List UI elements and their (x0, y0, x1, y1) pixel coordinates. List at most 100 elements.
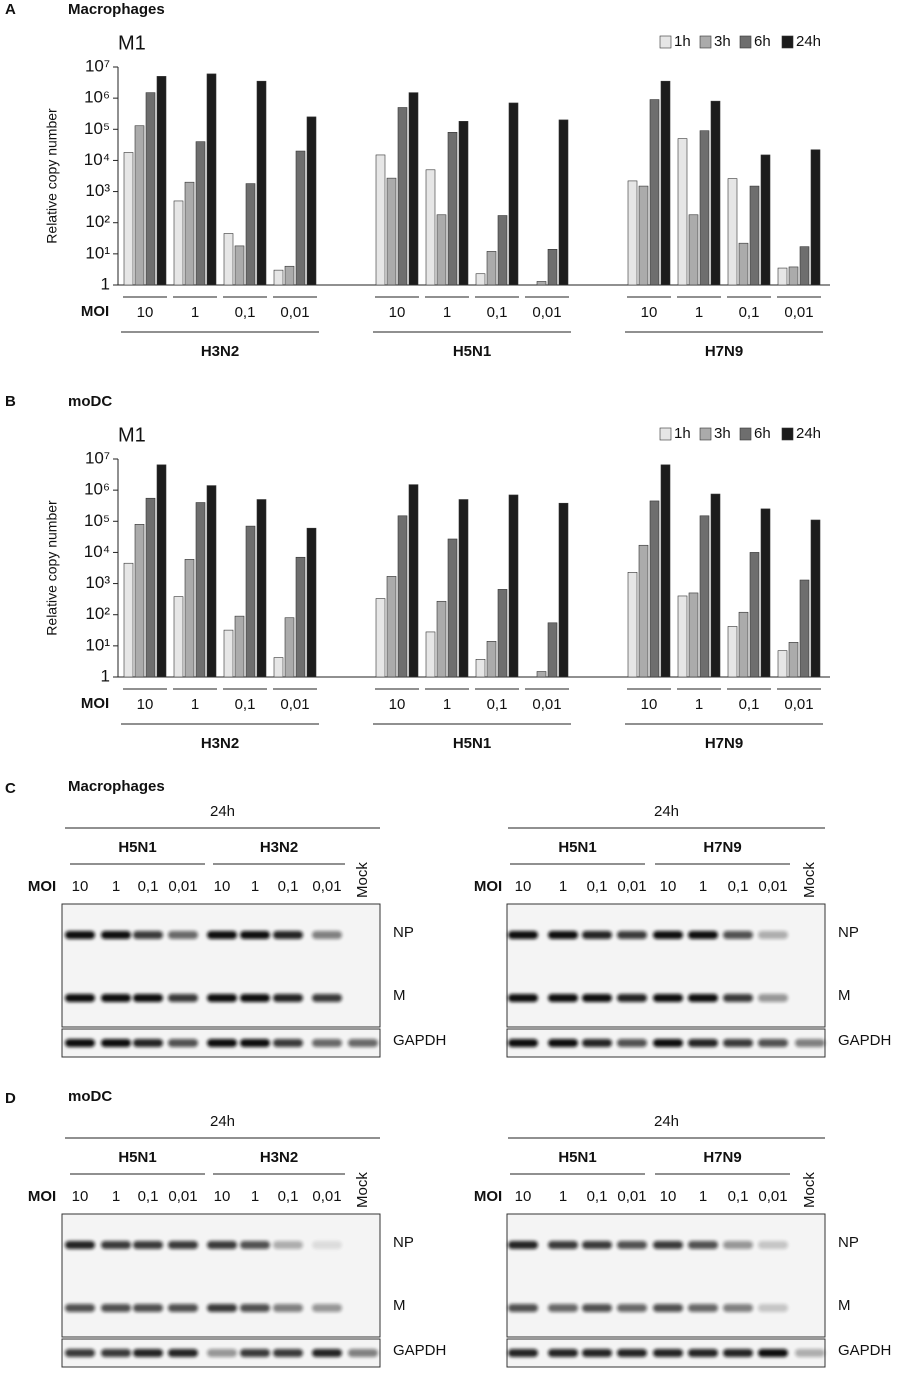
legend-swatch (739, 35, 752, 49)
blot-frame (61, 1213, 381, 1338)
band (240, 1241, 270, 1249)
band (688, 1241, 718, 1249)
x-tick-label: 1 (443, 696, 451, 713)
band-label: GAPDH (838, 1342, 891, 1359)
band (653, 994, 683, 1002)
y-tick-label: 10² (85, 212, 110, 231)
bar (810, 149, 821, 286)
bar (173, 596, 184, 678)
blot-title: Macrophages (68, 778, 165, 795)
band (758, 1241, 788, 1249)
y-tick-label: 10⁵ (84, 119, 110, 138)
band (688, 1304, 718, 1312)
group-label: H7N9 (705, 343, 743, 360)
bar (638, 185, 649, 286)
blot-frame (61, 903, 381, 1028)
band (548, 1039, 578, 1047)
moi-label: MOI (474, 1188, 502, 1205)
legend-swatch (659, 35, 672, 49)
band (207, 1349, 237, 1357)
band (688, 994, 718, 1002)
band (653, 931, 683, 939)
band (582, 1304, 612, 1312)
bar (295, 556, 306, 678)
y-tick-label: 10⁴ (84, 542, 110, 561)
lane-label: Mock (801, 1172, 818, 1208)
legend-label: 1h (674, 33, 691, 50)
band (101, 1349, 131, 1357)
bar (425, 631, 436, 678)
bar (638, 544, 649, 678)
bar (195, 502, 206, 678)
bar (123, 152, 134, 286)
band (348, 1039, 378, 1047)
lane-label: Mock (354, 1172, 371, 1208)
band (168, 994, 198, 1002)
band-label: NP (838, 1234, 859, 1251)
x-tick-label: 0,1 (487, 696, 508, 713)
legend-label: 3h (714, 425, 731, 442)
band (133, 1304, 163, 1312)
lane-label: 10 (515, 878, 532, 895)
group-label: H5N1 (453, 343, 491, 360)
band-label: M (393, 1297, 406, 1314)
bar (649, 99, 660, 286)
band (508, 1241, 538, 1249)
lane-label: 1 (699, 1188, 707, 1205)
band (240, 931, 270, 939)
band (273, 1349, 303, 1357)
band (168, 1349, 198, 1357)
band (653, 1241, 683, 1249)
chart-title: Macrophages (68, 1, 165, 18)
band (758, 1039, 788, 1047)
lane-label: 1 (559, 1188, 567, 1205)
group-label: H7N9 (705, 735, 743, 752)
moi-label: MOI (28, 878, 56, 895)
legend-swatch (781, 35, 794, 49)
band (758, 994, 788, 1002)
band (65, 1039, 95, 1047)
bar (223, 233, 234, 286)
band-label: M (838, 1297, 851, 1314)
legend-swatch (739, 427, 752, 441)
band (617, 1241, 647, 1249)
lane-label: 0,1 (138, 878, 159, 895)
band (312, 931, 342, 939)
band (688, 1349, 718, 1357)
x-tick-label: 1 (695, 304, 703, 321)
lane-label: 0,01 (168, 1188, 197, 1205)
band (548, 1349, 578, 1357)
band (548, 994, 578, 1002)
band (273, 1039, 303, 1047)
bar (206, 485, 217, 678)
bar (458, 499, 469, 678)
bar (425, 169, 436, 286)
lane-label: 0,1 (138, 1188, 159, 1205)
band (101, 1304, 131, 1312)
bar (508, 102, 519, 286)
band (508, 994, 538, 1002)
bar (810, 519, 821, 678)
band (207, 994, 237, 1002)
x-tick-label: 1 (191, 304, 199, 321)
bar (558, 119, 569, 286)
bar (173, 200, 184, 286)
bar (627, 180, 638, 286)
strain-label: H5N1 (118, 839, 156, 856)
bar (408, 92, 419, 286)
y-tick-label: 1 (101, 274, 110, 293)
bar (436, 600, 447, 678)
band (101, 931, 131, 939)
band (273, 931, 303, 939)
bar (688, 214, 699, 286)
bar (688, 592, 699, 678)
band (617, 1349, 647, 1357)
band (723, 1304, 753, 1312)
time-label: 24h (654, 1113, 679, 1130)
band-label: GAPDH (838, 1032, 891, 1049)
y-tick-label: 10⁴ (84, 150, 110, 169)
bar (699, 515, 710, 678)
band (65, 994, 95, 1002)
band (723, 994, 753, 1002)
bar (760, 508, 771, 678)
